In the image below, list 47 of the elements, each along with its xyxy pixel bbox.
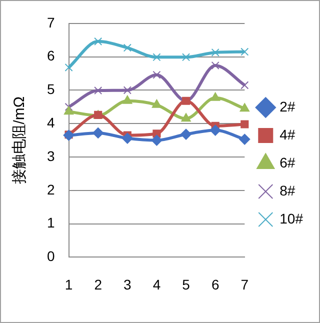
point [64,63,73,72]
point [152,53,161,62]
point [122,95,132,104]
y-tick-label: 7 [46,14,55,30]
x-tick-label: 5 [182,276,190,292]
point [182,53,190,62]
legend-label: 6# [280,154,296,170]
point [180,128,192,140]
y-tick-label: 3 [46,148,55,164]
point [240,103,250,112]
x-tick-label: 1 [64,276,73,292]
y-tick-label: 4 [46,114,55,130]
y-tick-label: 1 [46,214,55,231]
legend-label: 4# [280,126,296,142]
y-tick-label: 5 [46,81,55,98]
legend-label: 10# [280,210,304,226]
point [210,124,221,136]
point [92,127,104,138]
x-tick-label: 6 [211,276,220,292]
point [123,44,132,52]
point [181,113,191,122]
point [152,99,162,108]
y-tick-label: 6 [46,48,55,64]
x-tick-label: 3 [124,276,132,292]
point [64,106,74,115]
point [240,120,249,128]
y-tick-label: 0 [46,248,55,264]
point [94,37,102,46]
x-tick-label: 7 [240,276,249,292]
x-tick-label: 2 [94,276,102,292]
point [240,81,249,90]
point [210,92,220,101]
point [240,48,249,56]
legend-label: 2# [280,98,296,114]
y-axis-title: 接触电阻/mΩ [11,96,28,184]
point [122,132,133,144]
point [94,86,102,95]
point [211,48,220,56]
point [151,134,162,146]
point [64,102,73,111]
point [239,134,250,145]
point [152,70,161,79]
y-tick-label: 2 [46,181,55,198]
x-tick-label: 4 [152,276,161,292]
legend-label: 8# [280,182,296,198]
point [123,86,132,94]
point [211,61,220,70]
